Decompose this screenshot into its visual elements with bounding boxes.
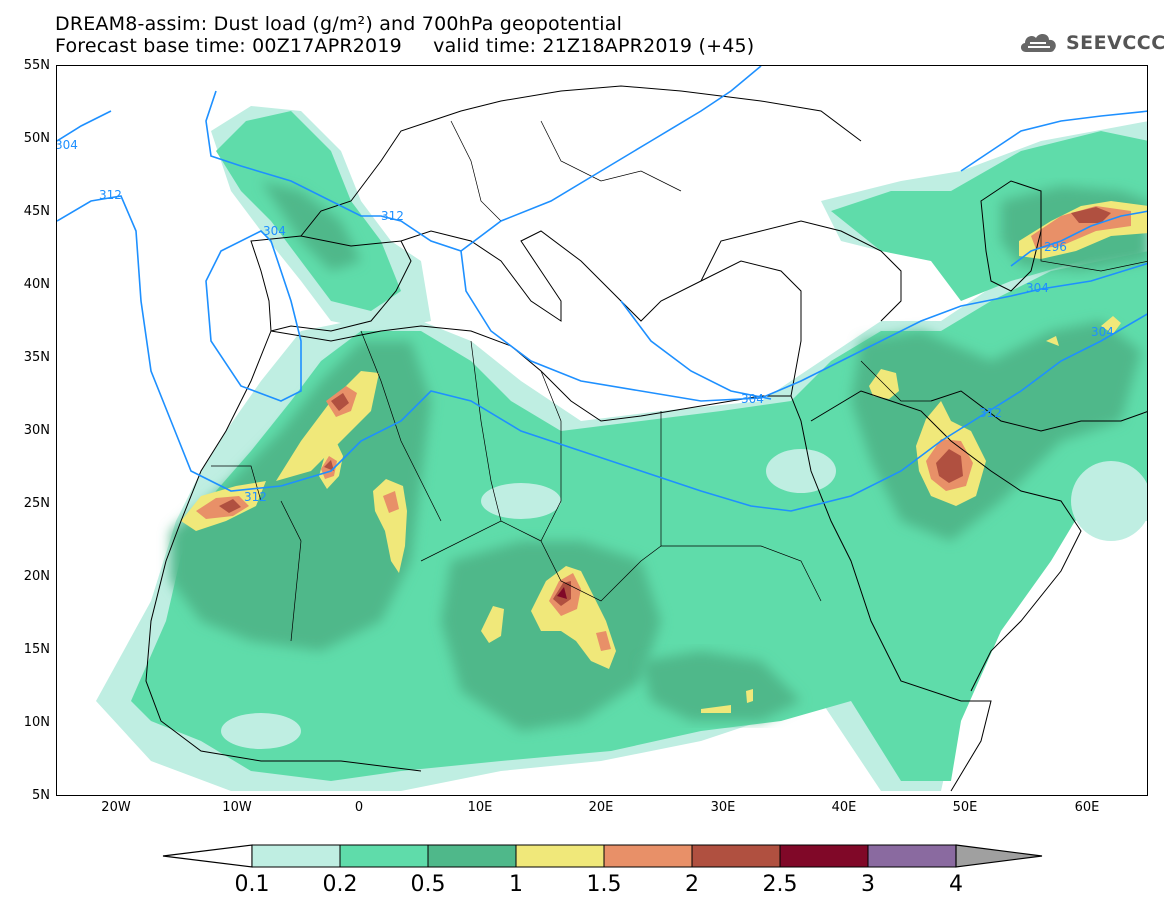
colorbar [160, 840, 1045, 872]
contour-label: 312 [244, 490, 267, 504]
dust-shading [96, 106, 1147, 791]
colorbar-swatch [603, 844, 693, 868]
coastlines [145, 85, 1147, 792]
contour-label: 304 [263, 224, 286, 238]
colorbar-swatch [251, 844, 341, 868]
colorbar-label: 0.2 [322, 872, 358, 897]
colorbar-label: 1.5 [586, 872, 622, 897]
valid-time: valid time: 21Z18APR2019 (+45) [433, 35, 755, 57]
lon-label: 10E [467, 800, 493, 815]
colorbar-label: 2.5 [762, 872, 798, 897]
colorbar-swatch [427, 844, 517, 868]
lon-label: 0 [354, 800, 364, 815]
lat-label: 30N [23, 423, 50, 438]
colorbar-swatch [515, 844, 605, 868]
logo-text: SEEVCCC [1066, 32, 1165, 54]
forecast-time-line: Forecast base time: 00Z17APR2019 valid t… [55, 36, 754, 56]
lon-label: 30E [710, 800, 736, 815]
lat-label: 50N [23, 131, 50, 146]
contour-label: 312 [381, 209, 404, 223]
contour-label: 312 [979, 406, 1002, 420]
map-canvas: 304 312 304 312 304 296 304 312 304 312 [57, 66, 1147, 792]
contour-label: 304 [1026, 281, 1049, 295]
colorbar-underflow [162, 844, 253, 868]
lon-label: 60E [1074, 800, 1100, 815]
lon-label: 20E [588, 800, 614, 815]
colorbar-label: 0.1 [234, 872, 270, 897]
lon-label: 10W [222, 800, 252, 815]
country-borders [211, 120, 1147, 642]
lat-label: 10N [23, 715, 50, 730]
lon-label: 50E [952, 800, 978, 815]
lat-label: 20N [23, 569, 50, 584]
colorbar-label: 1 [509, 872, 523, 897]
contour-label: 312 [99, 188, 122, 202]
contour-label: 304 [741, 392, 764, 406]
colorbar-swatch [779, 844, 869, 868]
map-title: DREAM8-assim: Dust load (g/m²) and 700hP… [55, 13, 623, 35]
contour-labels: 304 312 304 312 304 296 304 312 304 312 [57, 138, 1114, 504]
colorbar-swatch [867, 844, 957, 868]
colorbar-swatch [691, 844, 781, 868]
contour-label: 304 [57, 138, 78, 152]
lat-label: 35N [23, 350, 50, 365]
lat-label: 25N [23, 496, 50, 511]
colorbar-label: 4 [949, 872, 963, 897]
contour-label: 304 [1091, 325, 1114, 339]
lon-label: 40E [831, 800, 857, 815]
dust-load-map: 304 312 304 312 304 296 304 312 304 312 [56, 65, 1148, 796]
colorbar-label: 2 [685, 872, 699, 897]
geopotential-contours [57, 66, 1147, 512]
colorbar-swatch [339, 844, 429, 868]
lat-label: 40N [23, 277, 50, 292]
lat-label: 15N [23, 642, 50, 657]
forecast-base-time: Forecast base time: 00Z17APR2019 [55, 35, 402, 57]
colorbar-label: 3 [861, 872, 875, 897]
contour-label: 296 [1044, 240, 1067, 254]
seevccc-logo: SEEVCCC [1018, 26, 1165, 60]
colorbar-svg [162, 844, 1043, 868]
colorbar-label: 0.5 [410, 872, 446, 897]
lat-label: 45N [23, 204, 50, 219]
cloud-icon [1020, 34, 1056, 52]
lon-label: 20W [101, 800, 131, 815]
lat-label: 55N [23, 58, 50, 73]
lat-label: 5N [32, 788, 50, 803]
colorbar-overflow [955, 844, 1043, 868]
